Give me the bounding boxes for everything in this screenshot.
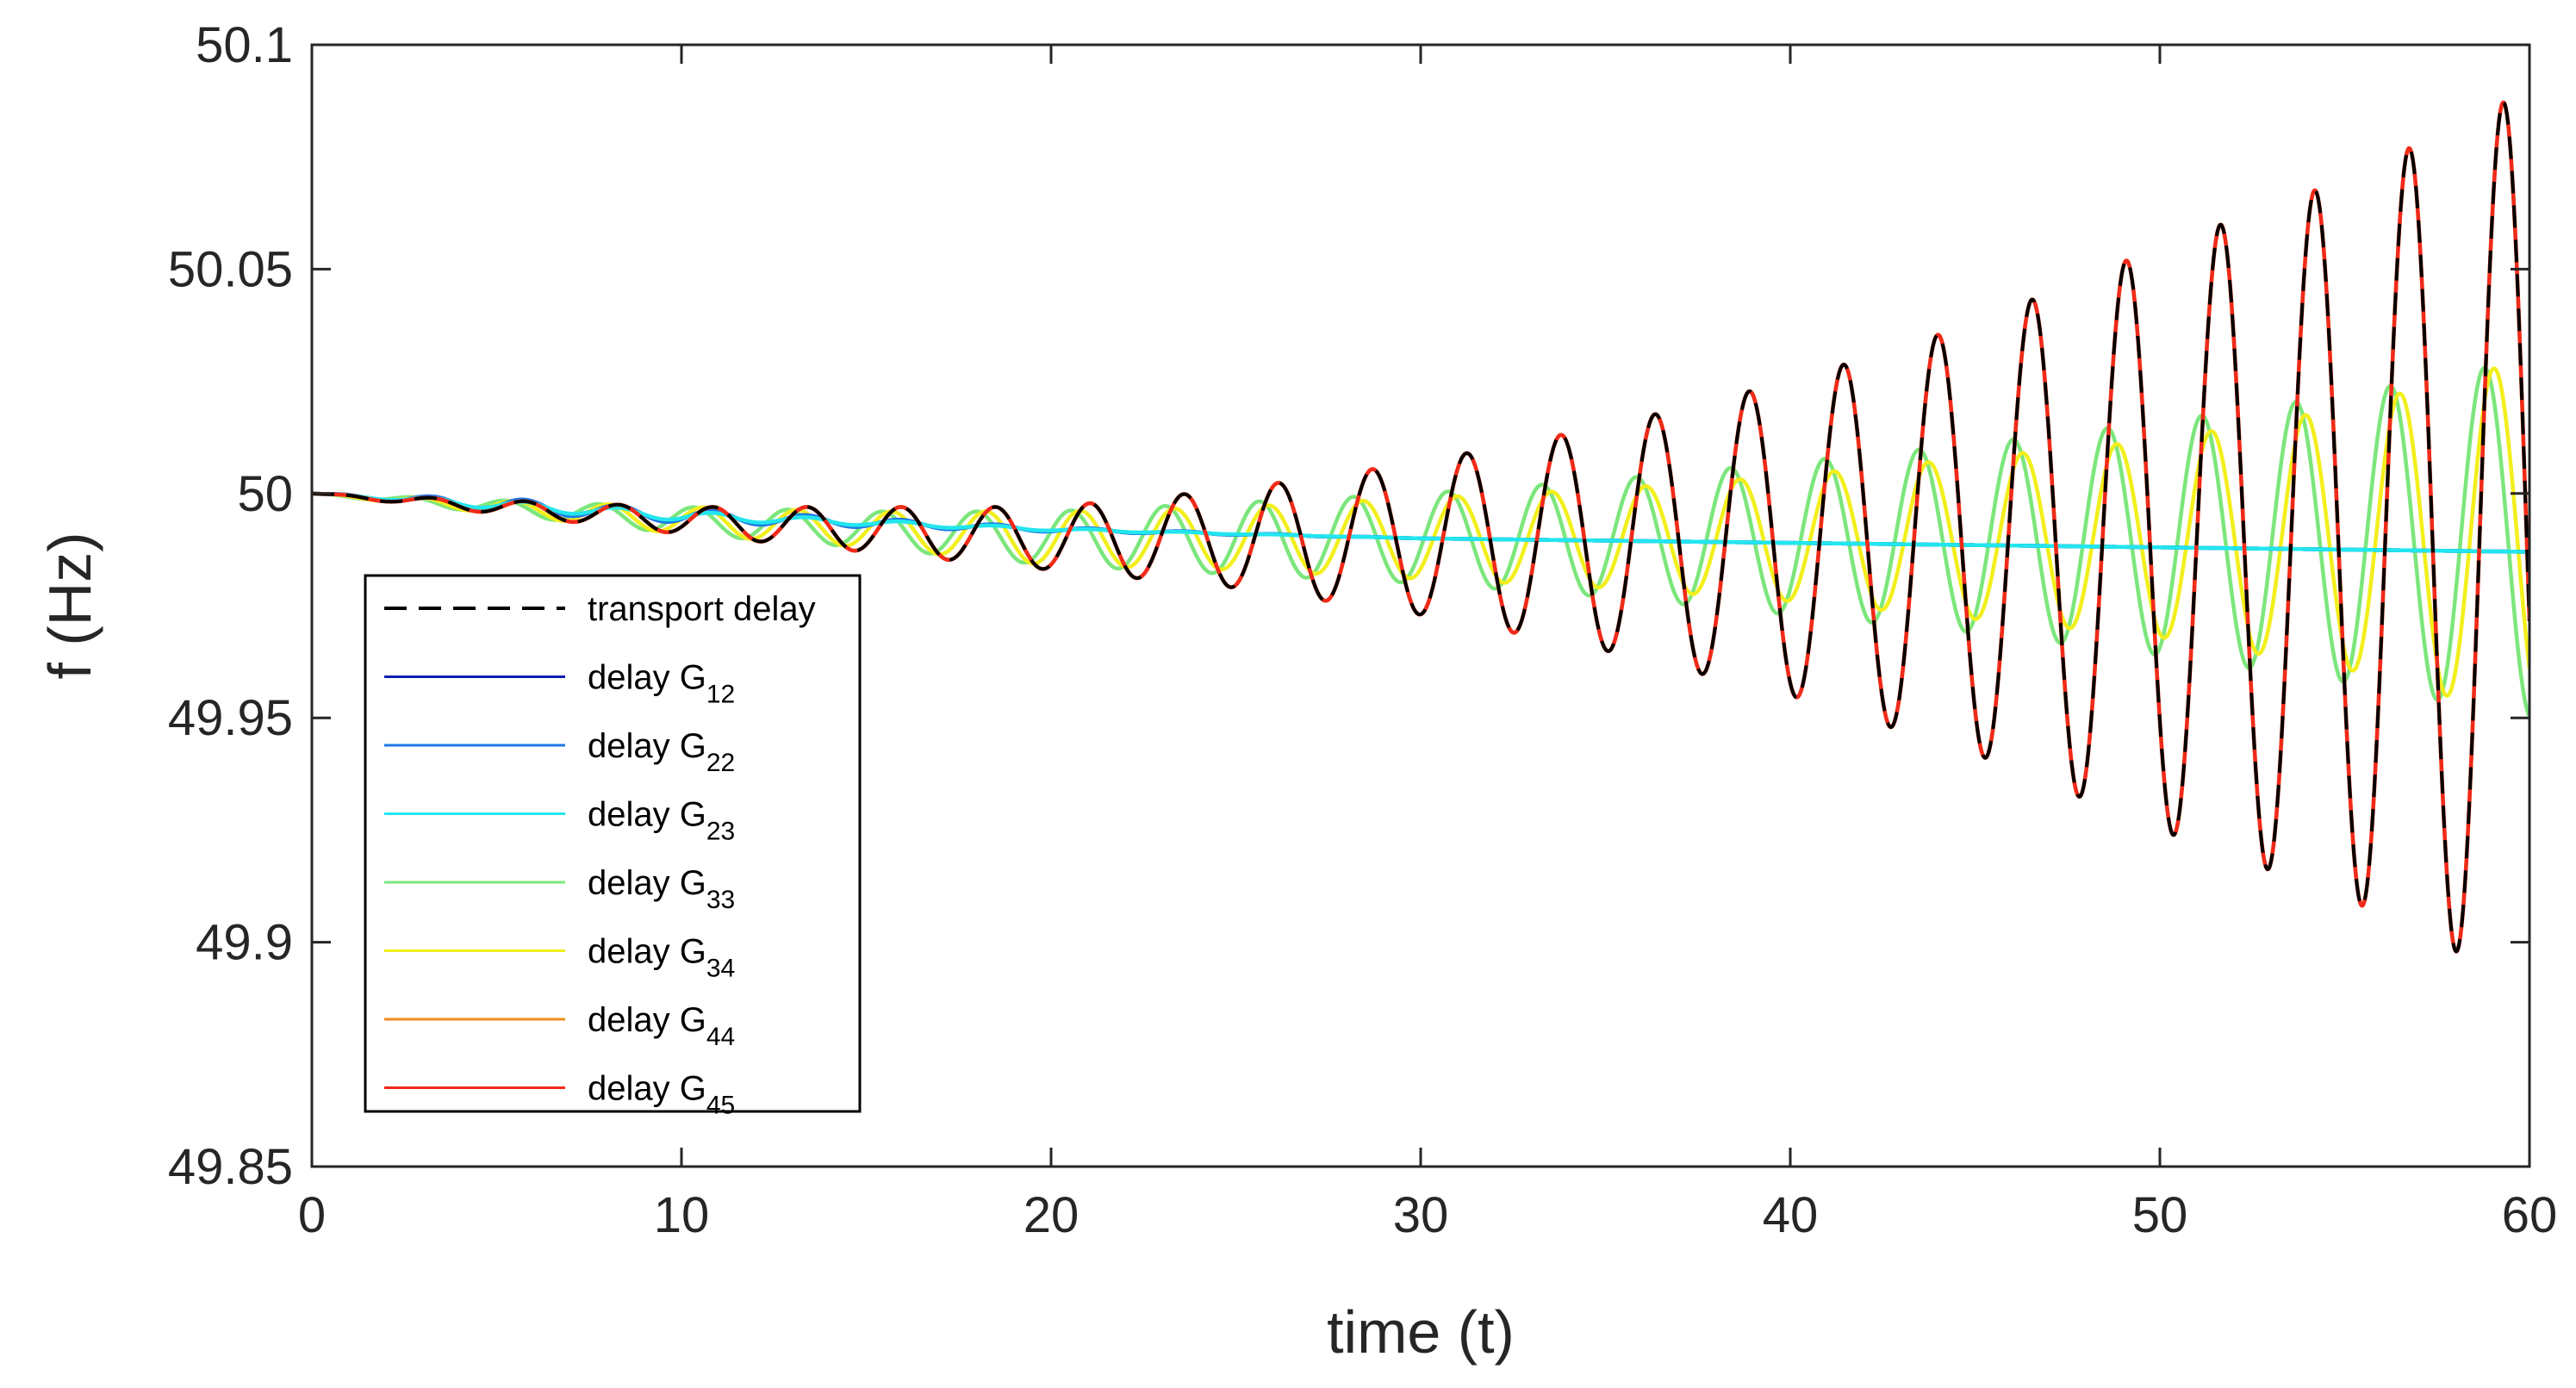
axis-ticks: 0 10 20 30 40 50 60 49.85 49.9 49.95 50 50.05 50.1 (168, 17, 2557, 1243)
x-tick-label: 10 (654, 1187, 710, 1243)
series-layer (312, 100, 2529, 954)
legend-label: delay G22 (588, 727, 735, 777)
x-tick-label: 0 (298, 1187, 326, 1243)
legend-label-main: delay G (588, 1001, 706, 1039)
legend-label-main: delay G (588, 1070, 706, 1108)
y-tick-label: 50.05 (168, 241, 293, 297)
legend-label-subscript: 34 (706, 955, 735, 983)
legend-label-subscript: 12 (706, 681, 735, 709)
x-tick-label: 30 (1393, 1187, 1449, 1243)
x-tick-label: 40 (1763, 1187, 1819, 1243)
legend-label: delay G33 (588, 864, 735, 914)
legend-label-main: delay G (588, 659, 706, 697)
legend-label-main: delay G (588, 727, 706, 765)
y-tick-label: 50.1 (196, 17, 293, 73)
legend-label-main: delay G (588, 864, 706, 902)
legend-label-main: delay G (588, 933, 706, 971)
legend-label: delay G34 (588, 933, 735, 983)
y-tick-label: 50 (237, 466, 293, 522)
series-line-delay-g23 (312, 491, 2529, 554)
legend-label-main: transport delay (588, 590, 816, 628)
legend-label-main: delay G (588, 796, 706, 834)
y-tick-label: 49.95 (168, 690, 293, 746)
y-tick-label: 49.85 (168, 1139, 293, 1195)
x-axis-label: time (t) (1327, 1298, 1515, 1366)
legend-label-subscript: 44 (706, 1023, 735, 1051)
series-line-delay-g33 (312, 365, 2529, 718)
series-line-transport-delay (312, 100, 2529, 954)
y-tick-label: 49.9 (196, 915, 293, 971)
x-tick-label: 50 (2132, 1187, 2188, 1243)
legend-label: transport delay (588, 590, 816, 628)
legend-box (364, 574, 862, 1113)
x-tick-label: 60 (2502, 1187, 2558, 1243)
legend-label-subscript: 33 (706, 886, 735, 914)
legend-label: delay G44 (588, 1001, 735, 1051)
y-axis-label: f (Hz) (36, 532, 103, 679)
legend-label: delay G23 (588, 796, 735, 846)
legend-label: delay G12 (588, 659, 735, 709)
legend-label-subscript: 22 (706, 749, 735, 777)
legend-label-subscript: 23 (706, 818, 735, 846)
x-tick-label: 20 (1024, 1187, 1080, 1243)
legend-label-subscript: 45 (706, 1092, 735, 1120)
legend-label: delay G45 (588, 1070, 735, 1120)
